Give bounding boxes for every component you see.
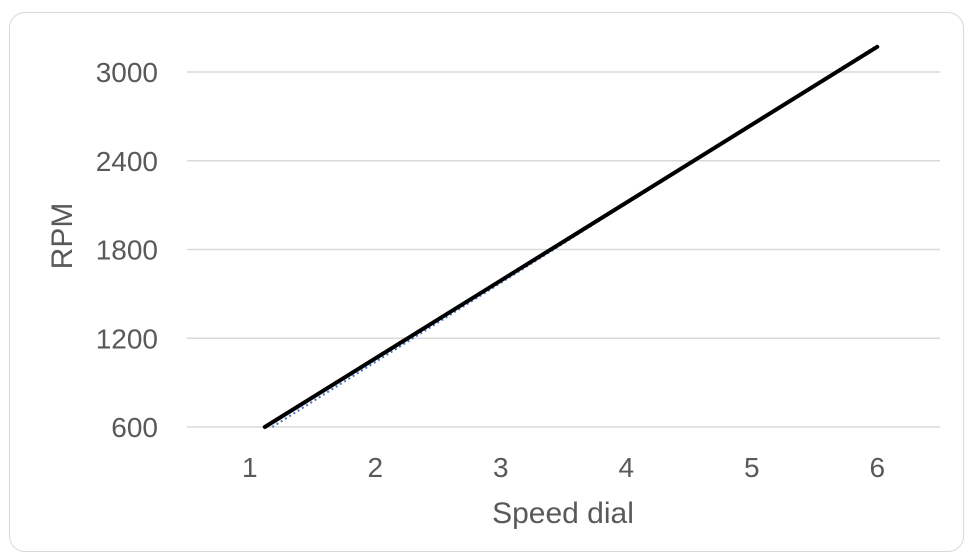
y-tick-label: 600 (111, 412, 158, 443)
y-tick-labels: 600 1200 1800 2400 3000 (96, 57, 158, 443)
series-line-solid (262, 44, 880, 429)
series-layer (262, 44, 880, 429)
x-axis-title: Speed dial (492, 497, 634, 530)
x-tick-label: 6 (869, 452, 885, 483)
y-tick-label: 1800 (96, 235, 158, 266)
chart-card (9, 12, 964, 552)
y-axis-title: RPM (46, 203, 79, 270)
x-tick-label: 2 (367, 452, 383, 483)
x-tick-label: 4 (618, 452, 634, 483)
x-tick-labels: 1 2 3 4 5 6 (242, 452, 885, 483)
x-tick-label: 1 (242, 452, 258, 483)
x-tick-label: 3 (493, 452, 509, 483)
gridlines (187, 71, 940, 428)
y-tick-label: 3000 (96, 57, 158, 88)
y-tick-label: 2400 (96, 146, 158, 177)
x-tick-label: 5 (744, 452, 760, 483)
y-tick-label: 1200 (96, 323, 158, 354)
